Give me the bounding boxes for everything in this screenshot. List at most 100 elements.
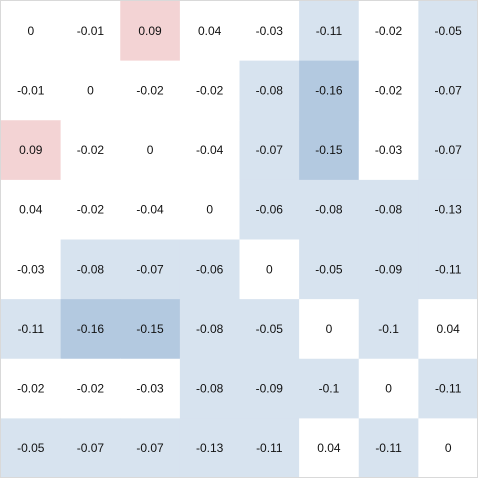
heatmap-cell-r4-c1 (60, 239, 121, 300)
heatmap-value-label: -0.08 (196, 382, 224, 396)
heatmap-cell-r6-c5 (299, 358, 360, 419)
heatmap-cell-r4-c6 (358, 239, 419, 300)
heatmap-cell-r6-c7 (418, 358, 478, 419)
heatmap-cell-r0-c5 (299, 1, 360, 62)
heatmap-cell-r1-c6 (358, 60, 419, 121)
heatmap-value-label: -0.13 (435, 203, 463, 217)
heatmap-cell-r6-c1 (60, 358, 121, 419)
heatmap-cell-r5-c5 (299, 299, 360, 360)
heatmap-cell-r3-c7 (418, 179, 478, 241)
heatmap-value-label: -0.11 (316, 24, 343, 38)
heatmap-cell-r3-c2 (120, 179, 181, 241)
heatmap-value-label: -0.02 (375, 24, 403, 38)
heatmap-cell-r5-c2 (120, 299, 181, 360)
heatmap-value-label: -0.11 (256, 441, 283, 455)
heatmap-value-label: -0.02 (77, 382, 105, 396)
heatmap-cell-r7-c3 (179, 418, 241, 478)
heatmap-value-label: 0.04 (19, 203, 43, 217)
heatmap-cell-r0-c1 (60, 1, 121, 62)
heatmap-value-label: -0.02 (375, 83, 403, 97)
heatmap-value-label: 0 (445, 441, 452, 455)
heatmap-cell-r3-c3 (179, 179, 241, 241)
heatmap-cell-r2-c0 (1, 120, 62, 181)
heatmap-cell-r7-c2 (120, 418, 181, 478)
heatmap-value-label: -0.02 (77, 143, 105, 157)
heatmap-value-label: 0 (147, 143, 154, 157)
heatmap-value-label: -0.11 (435, 262, 462, 276)
heatmap-value-label: -0.02 (136, 83, 164, 97)
heatmap-value-label: -0.01 (77, 24, 105, 38)
heatmap-value-label: 0.09 (19, 143, 43, 157)
heatmap-cell-r4-c5 (299, 239, 360, 300)
heatmap-value-label: -0.05 (315, 262, 343, 276)
heatmap-cell-r1-c7 (418, 60, 478, 121)
heatmap-cell-r2-c5 (299, 120, 360, 181)
heatmap-value-label: -0.04 (136, 203, 164, 217)
heatmap-value-label: -0.11 (375, 441, 402, 455)
heatmap-value-label: -0.03 (375, 143, 403, 157)
heatmap-value-label: -0.03 (256, 24, 284, 38)
heatmap-cell-r1-c2 (120, 60, 181, 121)
heatmap-cell-r1-c3 (179, 60, 241, 121)
heatmap-cell-r0-c2 (120, 1, 181, 62)
heatmap-value-label: -0.11 (435, 382, 462, 396)
heatmap-cell-r7-c5 (299, 418, 360, 478)
heatmap-cell-r0-c4 (239, 1, 300, 62)
heatmap-value-label: -0.02 (17, 382, 45, 396)
heatmap-cell-r5-c3 (179, 299, 241, 360)
heatmap-value-label: 0 (27, 24, 34, 38)
heatmap-cell-r0-c6 (358, 1, 419, 62)
heatmap-value-label: -0.1 (319, 382, 340, 396)
heatmap-value-label: 0.09 (138, 24, 162, 38)
heatmap-value-label: 0 (266, 262, 273, 276)
heatmap-value-label: -0.09 (256, 382, 284, 396)
heatmap-cell-r0-c0 (1, 1, 62, 62)
heatmap-value-label: -0.07 (435, 83, 463, 97)
heatmap-cell-r5-c1 (60, 299, 121, 360)
heatmap-value-label: -0.15 (136, 322, 164, 336)
heatmap-cell-r3-c6 (358, 179, 419, 241)
heatmap-cell-r6-c2 (120, 358, 181, 419)
heatmap-value-label: -0.07 (256, 143, 284, 157)
heatmap-value-label: -0.11 (18, 322, 45, 336)
heatmap-cell-r1-c4 (239, 60, 300, 121)
heatmap-cell-r3-c5 (299, 179, 360, 241)
heatmap-cell-r7-c4 (239, 418, 300, 478)
heatmap-cell-r4-c7 (418, 239, 478, 300)
heatmap-cell-r3-c1 (60, 179, 121, 241)
heatmap-value-label: -0.02 (77, 203, 105, 217)
heatmap-value-label: -0.06 (256, 203, 284, 217)
heatmap-value-label: -0.08 (196, 322, 224, 336)
heatmap-cell-r7-c7 (418, 418, 478, 478)
heatmap-value-label: -0.07 (136, 441, 164, 455)
heatmap-cell-r2-c1 (60, 120, 121, 181)
heatmap-cell-r2-c2 (120, 120, 181, 181)
heatmap-value-label: -0.15 (315, 143, 343, 157)
heatmap-value-label: -0.02 (196, 83, 224, 97)
heatmap-value-label: -0.08 (375, 203, 403, 217)
heatmap-cell-r6-c4 (239, 358, 300, 419)
heatmap-value-label: 0.04 (437, 322, 461, 336)
heatmap-value-label: -0.08 (315, 203, 343, 217)
heatmap-cell-r5-c7 (418, 299, 478, 360)
heatmap-cell-r6-c6 (358, 358, 419, 419)
heatmap-value-label: -0.06 (196, 262, 224, 276)
heatmap-cell-r0-c7 (418, 1, 478, 62)
heatmap-cell-r4-c3 (179, 239, 241, 300)
heatmap-cell-r1-c0 (1, 60, 62, 121)
heatmap-value-label: -0.01 (17, 83, 45, 97)
heatmap-cell-r7-c1 (60, 418, 121, 478)
heatmap-cell-r0-c3 (179, 1, 241, 62)
heatmap-value-label: -0.07 (435, 143, 463, 157)
heatmap-value-label: -0.08 (256, 83, 284, 97)
heatmap-cell-r5-c6 (358, 299, 419, 360)
heatmap-cell-r6-c3 (179, 358, 241, 419)
heatmap-value-label: -0.05 (17, 441, 45, 455)
heatmap-value-label: -0.08 (77, 262, 105, 276)
heatmap-cell-r4-c2 (120, 239, 181, 300)
heatmap-cell-r2-c6 (358, 120, 419, 181)
heatmap-cell-r2-c4 (239, 120, 300, 181)
heatmap-value-label: -0.05 (256, 322, 284, 336)
heatmap-value-label: 0 (385, 382, 392, 396)
